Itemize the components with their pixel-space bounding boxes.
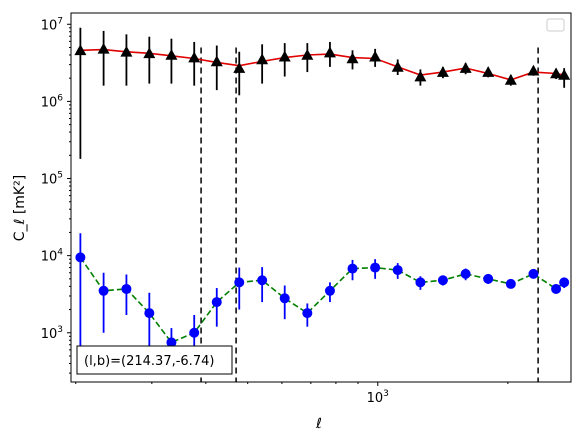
lower-point-11 — [324, 285, 335, 296]
upper-point-1 — [97, 42, 110, 54]
lower-point-13 — [370, 262, 381, 273]
upper-point-2 — [120, 45, 133, 57]
upper-point-8 — [256, 53, 269, 65]
lower-point-18 — [483, 273, 494, 284]
upper-point-4 — [165, 48, 178, 60]
lower-point-1 — [98, 285, 109, 296]
upper-point-20 — [527, 64, 540, 76]
upper-point-16 — [436, 66, 449, 77]
lower-point-12 — [347, 263, 358, 274]
upper-point-6 — [210, 55, 223, 67]
plot-frame — [70, 12, 572, 383]
legend-box — [546, 18, 565, 32]
lower-series — [75, 233, 570, 374]
annotation: (l,b)=(214.37,-6.74) — [76, 345, 233, 375]
lower-point-16 — [437, 275, 448, 286]
lower-point-5 — [189, 327, 200, 338]
upper-series — [74, 27, 571, 159]
upper-point-5 — [188, 51, 201, 63]
upper-point-18 — [482, 66, 495, 77]
lower-point-21 — [551, 283, 562, 294]
x-axis-ticks: 103 — [75, 382, 509, 406]
lower-point-20 — [528, 268, 539, 279]
lower-model-curve — [79, 256, 565, 344]
lower-point-14 — [392, 265, 403, 276]
x-tick-label-0: 103 — [367, 389, 389, 406]
lower-point-7 — [234, 277, 245, 288]
upper-point-7 — [233, 62, 246, 73]
upper-point-12 — [346, 52, 359, 64]
upper-point-0 — [74, 44, 87, 56]
lower-point-0 — [75, 252, 86, 263]
y-tick-label-0: 103 — [41, 325, 63, 342]
lower-point-3 — [144, 308, 155, 319]
lower-point-19 — [505, 278, 516, 289]
upper-point-17 — [459, 62, 472, 73]
upper-point-9 — [278, 50, 291, 62]
annotation-box — [76, 345, 233, 375]
y-tick-label-2: 105 — [41, 171, 63, 188]
x-axis-label: ℓ — [315, 416, 322, 432]
vertical-reference-lines — [200, 47, 539, 382]
lower-point-2 — [121, 283, 132, 294]
lower-point-4 — [166, 337, 177, 348]
lower-point-17 — [460, 268, 471, 279]
lower-point-10 — [302, 308, 313, 319]
y-tick-label-3: 106 — [41, 93, 64, 110]
y-tick-label-4: 107 — [41, 16, 63, 33]
lower-point-9 — [279, 293, 290, 304]
upper-point-14 — [391, 60, 404, 72]
upper-point-19 — [504, 73, 517, 85]
y-axis-label: C_ℓ [mK²] — [12, 175, 28, 241]
upper-point-10 — [301, 48, 314, 60]
lower-point-22 — [559, 277, 570, 288]
upper-point-21 — [550, 67, 563, 79]
upper-point-3 — [143, 47, 156, 59]
annotation-text: (l,b)=(214.37,-6.74) — [84, 354, 214, 369]
y-axis-ticks: 103 104 105 106 107 — [41, 16, 71, 374]
lower-point-15 — [415, 277, 426, 288]
upper-point-13 — [369, 50, 382, 62]
upper-point-11 — [323, 46, 336, 58]
y-tick-label-1: 104 — [41, 248, 64, 265]
lower-point-6 — [211, 297, 222, 308]
lower-curve-line — [79, 256, 565, 344]
upper-point-22 — [558, 68, 571, 80]
lower-point-8 — [257, 275, 268, 286]
upper-point-15 — [414, 70, 427, 82]
